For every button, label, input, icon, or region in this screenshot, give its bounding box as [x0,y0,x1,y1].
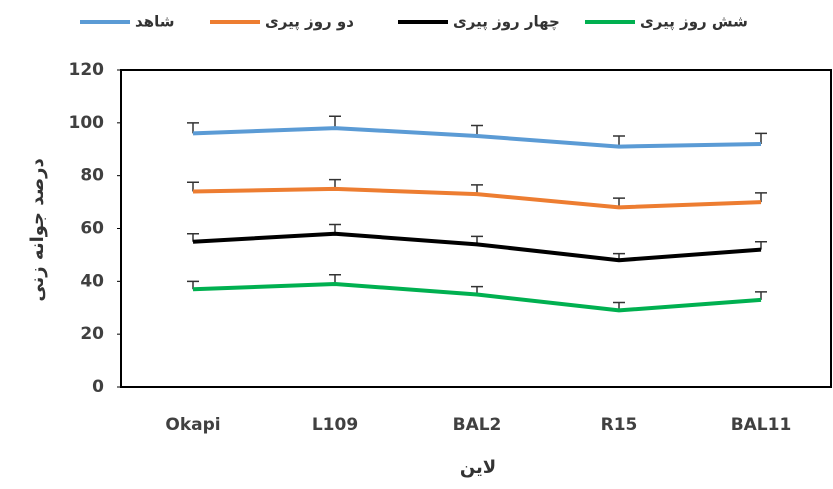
y-tick-label: 120 [69,60,105,80]
error-bar [755,291,767,300]
series-line [192,186,762,210]
series-line [192,281,762,313]
y-tick-label: 0 [92,377,104,397]
x-tick-label: BAL2 [453,415,502,435]
x-tick-label: L109 [312,415,358,435]
series-line [192,231,762,263]
x-tick-label: R15 [601,415,638,435]
series-line [192,126,762,149]
y-axis-title: درصد جوانه زنی [27,158,48,301]
x-tick-label: BAL11 [731,415,792,435]
legend-text: شاهد [135,13,174,31]
x-tick-label: Okapi [165,415,220,435]
plot-frame [120,69,832,388]
y-tick-label: 60 [80,219,104,239]
y-tick-label: 80 [80,166,104,186]
legend-text: شش روز پیری [640,13,748,32]
x-axis-title: لاین [460,457,496,478]
y-tick-label: 20 [80,324,104,344]
error-bar [755,132,767,144]
legend-text: چهار روز پیری [453,13,560,32]
legend-text: دو روز پیری [265,13,354,32]
error-bar [755,240,767,250]
error-bar [755,192,767,203]
y-tick-label: 40 [80,271,104,291]
y-tick-label: 100 [69,113,105,133]
